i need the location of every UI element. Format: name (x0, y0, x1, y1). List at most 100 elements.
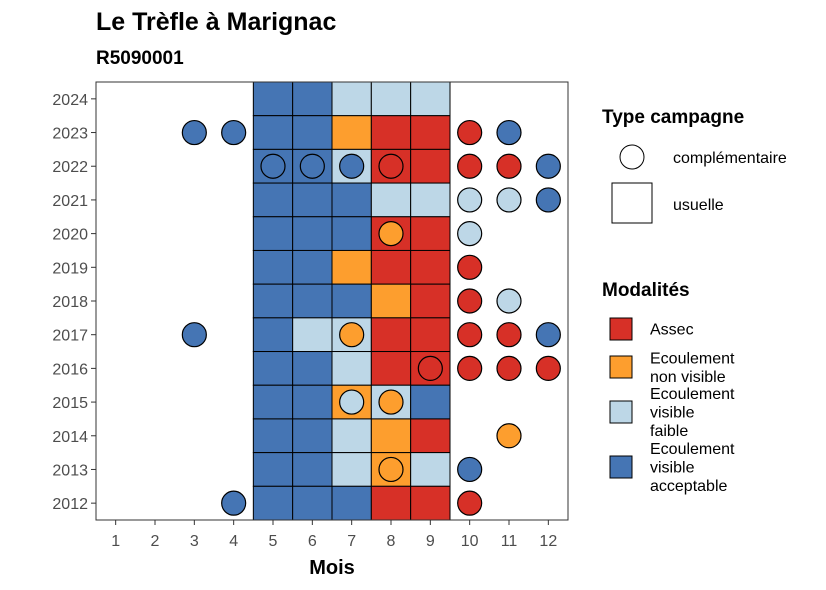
legend-label-non_visible: non visible (650, 369, 726, 386)
point-2021-10 (457, 187, 483, 213)
tile-2012-6 (292, 485, 333, 521)
point-2022-11 (496, 153, 522, 179)
legend-modalites-title: Modalités (602, 280, 690, 301)
x-axis-title: Mois (309, 557, 355, 579)
tile-2021-9 (410, 182, 451, 218)
tile-2019-6 (292, 249, 333, 285)
tile-2012-9 (410, 485, 451, 521)
tile-2024-9 (410, 81, 451, 117)
x-tick-label: 6 (308, 533, 317, 550)
tile-2023-8 (370, 115, 412, 150)
legend-label-visible_faible: Ecoulement (650, 386, 735, 403)
point-2015-8 (378, 389, 404, 415)
point-2017-7 (339, 322, 365, 348)
tile-2019-5 (252, 249, 294, 285)
point-2022-10 (457, 153, 483, 179)
tile-2014-8 (370, 418, 412, 454)
legend-label-usuelle: usuelle (673, 197, 724, 214)
legend-label-visible_faible: visible (650, 405, 695, 422)
point-2023-10 (457, 119, 483, 146)
tile-2020-6 (292, 216, 333, 251)
tile-2014-9 (410, 418, 451, 454)
y-tick-label: 2023 (52, 126, 88, 143)
y-tick-label: 2020 (52, 227, 88, 244)
point-2022-7 (339, 153, 365, 179)
legend-label-assec: Assec (650, 322, 694, 339)
y-tick-label: 2024 (52, 92, 88, 109)
tile-2016-7 (331, 351, 372, 386)
tile-2015-6 (292, 384, 333, 420)
legend-label-visible_faible: faible (650, 423, 688, 440)
tile-2013-9 (410, 452, 451, 487)
point-2022-5 (260, 153, 286, 179)
legend-campagne-title: Type campagne (602, 107, 744, 128)
point-2017-3 (181, 322, 207, 348)
legend-label-visible_acceptable: visible (650, 460, 695, 477)
legend-label-complementaire: complémentaire (673, 150, 787, 167)
legend-label-visible_acceptable: acceptable (650, 478, 727, 495)
tile-2019-7 (331, 249, 372, 285)
point-2018-10 (457, 288, 483, 314)
point-2012-10 (457, 490, 483, 516)
tile-2019-9 (410, 249, 451, 285)
x-tick-label: 10 (461, 533, 479, 550)
point-2023-3 (181, 119, 207, 146)
tile-2017-5 (252, 317, 294, 353)
point-2017-11 (496, 322, 522, 348)
y-tick-label: 2018 (52, 294, 88, 311)
y-axis: 2012 2013 2014 2015 2016 2017 2018 2019 2020 2021… (52, 92, 96, 513)
tile-2014-5 (252, 418, 294, 454)
legend-key-visible_faible (609, 400, 633, 424)
point-2019-10 (457, 254, 483, 280)
tile-2021-5 (252, 182, 294, 218)
point-2020-10 (457, 221, 483, 247)
x-tick-label: 1 (111, 533, 120, 550)
legend-key-usuelle (611, 182, 653, 224)
x-tick-label: 3 (190, 533, 199, 550)
tile-2018-9 (410, 283, 451, 319)
tile-2012-7 (331, 485, 372, 521)
x-tick-label: 9 (426, 533, 435, 550)
y-tick-label: 2016 (52, 361, 88, 378)
x-tick-label: 8 (387, 533, 396, 550)
x-axis: 1 2 3 4 5 6 7 8 9 10 11 12 (111, 520, 557, 550)
tile-2016-8 (370, 351, 412, 386)
point-2015-7 (339, 389, 365, 415)
y-tick-label: 2014 (52, 429, 88, 446)
point-2017-10 (457, 322, 483, 348)
x-tick-label: 12 (539, 533, 557, 550)
chart-subtitle: R5090001 (96, 48, 184, 69)
tile-2016-6 (292, 351, 333, 386)
y-tick-label: 2019 (52, 260, 88, 277)
point-2022-12 (535, 153, 561, 179)
tile-2022-9 (410, 148, 451, 184)
point-2022-8 (378, 153, 404, 179)
tile-2023-9 (410, 115, 451, 150)
tile-2012-8 (370, 485, 412, 521)
tile-2023-6 (292, 115, 333, 150)
legend-key-non_visible (609, 355, 633, 379)
tile-2024-6 (292, 81, 333, 117)
point-2021-11 (496, 187, 522, 213)
point-2012-4 (221, 490, 247, 516)
x-tick-label: 2 (151, 533, 160, 550)
point-2016-12 (535, 355, 561, 381)
tile-2019-8 (370, 249, 412, 285)
tile-2021-7 (331, 182, 372, 218)
legend-key-visible_acceptable (609, 455, 633, 479)
point-2020-8 (378, 221, 404, 247)
tile-2017-8 (370, 317, 412, 353)
point-2022-6 (299, 153, 325, 179)
y-tick-label: 2015 (52, 395, 88, 412)
tile-2020-5 (252, 216, 294, 251)
complementaire-points (181, 119, 561, 516)
point-2023-4 (221, 119, 247, 146)
tile-2016-5 (252, 351, 294, 386)
point-2017-12 (535, 322, 561, 348)
point-2016-9 (417, 355, 443, 381)
tile-2013-7 (331, 452, 372, 487)
legend-key-assec (609, 317, 633, 341)
point-2016-10 (457, 355, 483, 381)
tile-2020-7 (331, 216, 372, 251)
